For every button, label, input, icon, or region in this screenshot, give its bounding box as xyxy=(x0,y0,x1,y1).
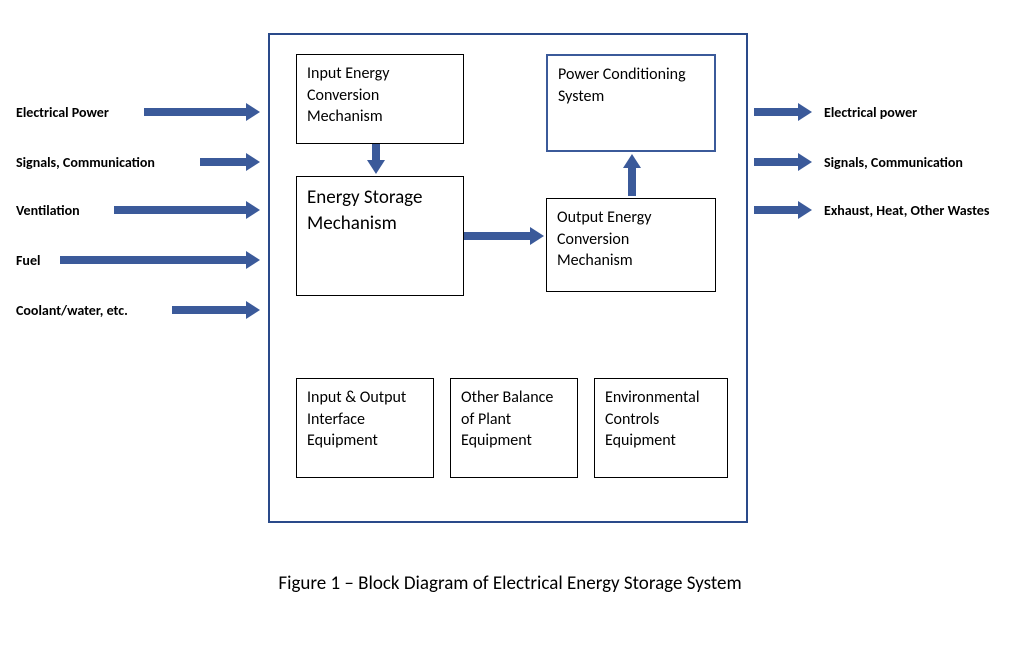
output-label-2: Exhaust, Heat, Other Wastes xyxy=(824,202,989,219)
output-label-1: Signals, Communication xyxy=(824,154,963,171)
input-arrow-4 xyxy=(172,301,260,319)
block-input-energy-conversion: Input Energy Conversion Mechanism xyxy=(296,54,464,144)
block-io-interface-equipment: Input & Output Interface Equipment xyxy=(296,378,434,478)
input-arrow-0 xyxy=(144,103,260,121)
input-arrow-3 xyxy=(60,251,260,269)
block-output-energy-conversion: Output Energy Conversion Mechanism xyxy=(546,198,716,292)
input-label-3: Fuel xyxy=(16,252,40,269)
input-label-4: Coolant/water, etc. xyxy=(16,302,128,319)
block-power-conditioning: Power Conditioning System xyxy=(546,54,716,152)
block-label: Output Energy Conversion Mechanism xyxy=(557,207,705,272)
figure-caption: Figure 1 – Block Diagram of Electrical E… xyxy=(220,572,800,595)
input-arrow-2 xyxy=(114,201,260,219)
block-label: Other Balance of Plant Equipment xyxy=(461,387,567,452)
block-balance-of-plant: Other Balance of Plant Equipment xyxy=(450,378,578,478)
arrow-input-to-storage xyxy=(367,144,385,174)
input-arrow-1 xyxy=(200,153,260,171)
input-label-1: Signals, Communication xyxy=(16,154,155,171)
input-label-2: Ventilation xyxy=(16,202,80,219)
input-label-0: Electrical Power xyxy=(16,104,109,121)
output-arrow-0 xyxy=(754,103,812,121)
arrow-storage-to-output xyxy=(464,227,544,245)
block-label: Input & Output Interface Equipment xyxy=(307,387,423,452)
output-arrow-1 xyxy=(754,153,812,171)
block-energy-storage: Energy Storage Mechanism xyxy=(296,176,464,296)
block-label: Energy Storage Mechanism xyxy=(307,185,453,236)
output-arrow-2 xyxy=(754,201,812,219)
output-label-0: Electrical power xyxy=(824,104,917,121)
block-label: Power Conditioning System xyxy=(558,64,704,107)
block-label: Input Energy Conversion Mechanism xyxy=(307,63,453,128)
arrow-output-to-power xyxy=(623,154,641,196)
block-label: Environmental Controls Equipment xyxy=(605,387,717,452)
block-environmental-controls: Environmental Controls Equipment xyxy=(594,378,728,478)
